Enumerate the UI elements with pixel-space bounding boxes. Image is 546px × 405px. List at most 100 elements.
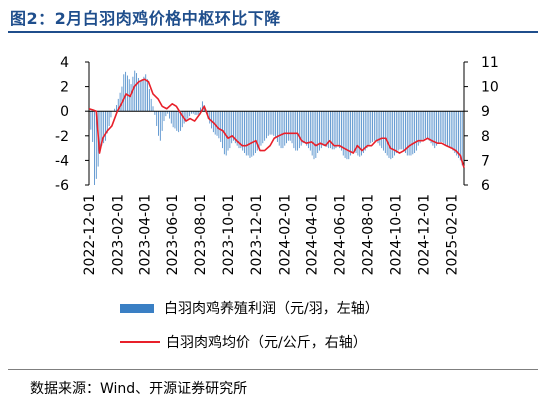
profit-bar — [134, 70, 136, 112]
profit-bar — [351, 111, 353, 152]
profit-bar — [108, 111, 110, 126]
profit-bar — [121, 86, 123, 112]
profit-bar — [110, 111, 112, 118]
right-tick-label: 11 — [481, 55, 499, 71]
profit-bar — [251, 111, 253, 157]
profit-bar — [105, 111, 106, 141]
profit-bar — [368, 111, 370, 146]
x-tick-label: 2024-10-01 — [388, 194, 404, 275]
profit-bar — [284, 111, 286, 146]
profit-bar — [320, 111, 322, 149]
profit-bar — [238, 111, 240, 149]
profit-bar — [150, 98, 152, 112]
legend-item-profit: 白羽肉鸡养殖利润（元/羽，左轴） — [120, 298, 379, 318]
profit-bar — [269, 111, 271, 135]
profit-bar — [359, 111, 361, 157]
profit-bar — [258, 111, 260, 149]
profit-bar — [141, 79, 143, 112]
left-tick-label: 2 — [60, 80, 69, 96]
profit-bar — [308, 111, 309, 149]
profit-bar — [242, 111, 244, 151]
profit-bar — [287, 111, 289, 141]
title-underline — [8, 31, 538, 33]
profit-bar — [384, 111, 386, 154]
profit-bar — [454, 111, 456, 154]
profit-bar — [366, 111, 368, 149]
profit-bar — [167, 111, 169, 114]
legend-label-profit: 白羽肉鸡养殖利润（元/羽，左轴） — [164, 301, 379, 317]
profit-bar — [280, 111, 282, 149]
profit-bar — [333, 111, 335, 150]
profit-bar — [432, 111, 434, 146]
x-tick-label: 2024-06-01 — [333, 194, 349, 275]
profit-bar — [95, 111, 97, 179]
profit-bar — [386, 111, 388, 156]
profit-bar — [306, 111, 308, 146]
profit-bar — [163, 111, 165, 122]
profit-bar — [291, 111, 293, 144]
x-tick-label: 2024-02-01 — [277, 194, 293, 275]
profit-bar — [178, 111, 180, 133]
profit-bar — [169, 111, 170, 119]
profit-bar — [330, 111, 331, 149]
axes — [85, 61, 468, 186]
right-y-tick-labels: 11 10 9 8 7 6 — [481, 55, 499, 194]
right-tick-label: 6 — [481, 178, 490, 194]
profit-bar — [154, 111, 156, 115]
profit-bar — [145, 74, 147, 112]
profit-bar — [417, 111, 419, 146]
profit-bar — [311, 111, 313, 156]
profit-bar — [445, 111, 447, 145]
profit-bar — [443, 111, 445, 144]
profit-bar — [415, 111, 417, 151]
profit-bar — [225, 111, 227, 156]
profit-bar — [410, 111, 412, 156]
profit-bar — [196, 111, 198, 115]
profit-bar — [139, 81, 141, 112]
profit-bar — [249, 111, 251, 158]
right-tick-label: 9 — [481, 104, 490, 120]
profit-bar — [357, 111, 359, 156]
x-tick-label: 2023-04-01 — [137, 194, 153, 275]
profit-bar — [170, 111, 172, 124]
profit-bar — [373, 111, 375, 141]
profit-bar — [397, 111, 399, 151]
profit-bar — [395, 111, 397, 154]
profit-bar — [161, 111, 163, 131]
profit-bar — [143, 76, 145, 112]
left-tick-label: -2 — [55, 129, 69, 145]
profit-bar — [412, 111, 414, 155]
profit-bar — [313, 111, 315, 160]
profit-bar — [461, 111, 463, 166]
profit-bar — [115, 105, 117, 112]
profit-bar — [362, 111, 364, 154]
profit-bar — [187, 111, 189, 119]
profit-bar — [339, 111, 341, 149]
profit-bar — [426, 111, 428, 139]
profit-bar — [430, 111, 432, 144]
profit-bar — [236, 111, 238, 146]
profit-bar — [428, 111, 430, 141]
profit-bar — [106, 111, 108, 134]
profit-bar — [322, 111, 324, 146]
profit-bar — [214, 111, 216, 135]
profit-bar — [94, 111, 95, 185]
x-tick-label: 2023-06-01 — [165, 194, 181, 275]
profit-bar — [194, 111, 196, 115]
profit-bar — [172, 111, 174, 128]
profit-bar — [302, 111, 304, 144]
profit-bar — [176, 111, 178, 131]
profit-bar — [130, 84, 132, 112]
x-tick-label: 2023-02-01 — [110, 194, 126, 275]
profit-bar — [256, 111, 258, 151]
profit-bar — [394, 111, 395, 156]
profit-bar — [99, 111, 101, 149]
x-tick-label: 2024-08-01 — [361, 194, 377, 275]
profit-bar — [220, 111, 222, 142]
chart-title: 图2：2月白羽肉鸡价格中枢环比下降 — [10, 9, 281, 28]
profit-bar — [125, 71, 127, 112]
price-series-line — [88, 78, 465, 169]
profit-bar — [265, 111, 267, 139]
profit-bar — [156, 111, 158, 126]
